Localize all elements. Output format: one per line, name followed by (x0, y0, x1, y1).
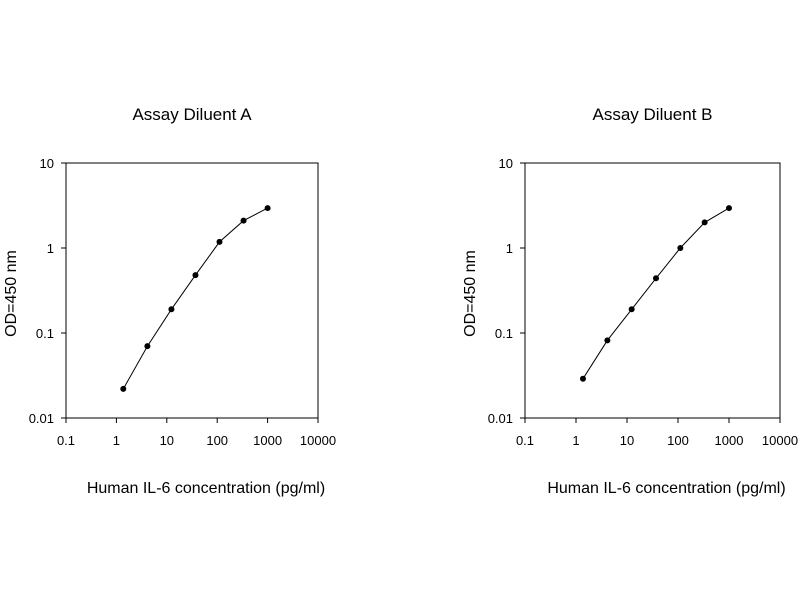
chart-panel-1: Assay Diluent A0.1 1 10 100 1000 100000.010.1… (3, 105, 336, 497)
data-point (653, 275, 660, 282)
data-point (192, 272, 199, 279)
chart-title: Assay Diluent B (593, 105, 713, 124)
plot-frame (524, 162, 781, 419)
data-point (604, 337, 611, 344)
y-axis-label: OD=450 nm (462, 250, 479, 337)
data-point (701, 219, 708, 226)
data-point (726, 205, 732, 212)
y-tick-label: 10 (499, 156, 513, 171)
data-point (628, 306, 635, 313)
y-tick-label: 10 (40, 156, 54, 171)
x-tick-label: 1000 (253, 433, 282, 448)
y-tick-label: 0.1 (495, 326, 513, 341)
series-line (582, 207, 730, 379)
x-tick-label: 1 (113, 433, 120, 448)
x-tick-label: 100 (667, 433, 689, 448)
y-tick-label: 1 (506, 241, 513, 256)
y-axis-label: OD=450 nm (3, 250, 20, 337)
y-tick-label: 1 (47, 241, 54, 256)
y-tick-label: 0.1 (36, 326, 54, 341)
data-point (677, 245, 684, 251)
x-axis-label: Human IL-6 concentration (pg/ml) (547, 480, 785, 497)
data-point (168, 306, 175, 313)
y-tick-label: 0.01 (488, 411, 513, 426)
x-tick-label: 0.1 (57, 433, 75, 448)
data-point (264, 205, 271, 212)
x-tick-label: 10 (160, 433, 174, 448)
y-tick-label: 0.01 (29, 411, 54, 426)
series-line (122, 207, 268, 390)
x-tick-label: 10 (620, 433, 634, 448)
x-axis-label: Human IL-6 concentration (pg/ml) (87, 480, 325, 497)
x-tick-label: 1000 (715, 433, 744, 448)
chart-title: Assay Diluent A (132, 105, 252, 124)
x-tick-label: 0.1 (516, 433, 534, 448)
data-point (240, 217, 247, 224)
data-point (579, 375, 586, 382)
data-point (144, 343, 151, 350)
x-tick-label: 10000 (300, 433, 336, 448)
x-tick-label: 100 (206, 433, 228, 448)
x-tick-label: 1 (572, 433, 579, 448)
data-point (120, 385, 127, 392)
x-tick-label: 10000 (762, 433, 798, 448)
data-point (216, 238, 223, 245)
chart-panel-2: Assay Diluent B0.1 1 10 100 1000 100000.010.1… (462, 105, 798, 497)
plot-frame (65, 162, 319, 419)
